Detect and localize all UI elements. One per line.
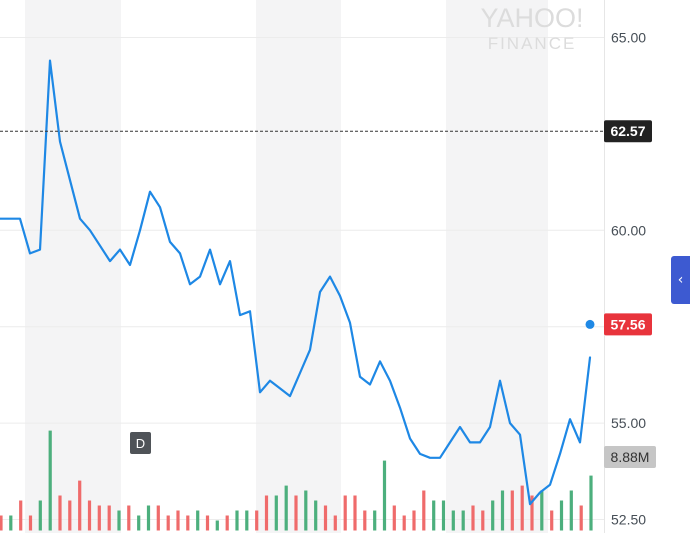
- volume-bar: [9, 515, 13, 531]
- collapse-panel-button[interactable]: ‹: [671, 256, 690, 304]
- volume-bar: [38, 500, 42, 531]
- volume-bar: [284, 485, 288, 531]
- y-tick-label: 60.00: [611, 222, 646, 238]
- shaded-band: [256, 0, 341, 533]
- shaded-band: [25, 0, 121, 533]
- y-tick-label: 55.00: [611, 415, 646, 431]
- volume-bar: [382, 460, 387, 531]
- volume-bar: [589, 475, 593, 531]
- volume-bar: [481, 510, 485, 531]
- volume-bar: [402, 515, 406, 531]
- volume-bar: [422, 490, 426, 531]
- volume-bar: [353, 495, 357, 531]
- volume-bar: [373, 510, 377, 531]
- volume-bar: [363, 510, 367, 531]
- volume-bar: [255, 510, 259, 531]
- volume-bar: [461, 510, 465, 531]
- volume-bar: [97, 505, 101, 531]
- volume-bar: [245, 510, 249, 531]
- volume-bar: [117, 510, 121, 531]
- volume-bar: [540, 490, 544, 531]
- volume-bar: [146, 505, 151, 531]
- volume-bar: [127, 505, 131, 531]
- volume-bar: [530, 495, 534, 531]
- volume-bar: [392, 505, 396, 531]
- volume-bar: [205, 515, 210, 531]
- volume-bar: [471, 505, 475, 531]
- volume-bar: [215, 520, 219, 531]
- volume-bar: [186, 515, 190, 531]
- volume-bar: [274, 495, 278, 531]
- volume-bar: [559, 500, 564, 531]
- volume-bar: [87, 500, 92, 531]
- logo-main-text: YAHOO!: [480, 3, 583, 33]
- volume-bar: [294, 495, 298, 531]
- volume-bar: [432, 500, 436, 531]
- volume-bar: [510, 490, 514, 531]
- volume-bar: [520, 485, 524, 531]
- volume-bars: [0, 430, 593, 531]
- y-tick-label: 52.50: [611, 512, 646, 528]
- volume-bar: [579, 505, 583, 531]
- volume-bar: [107, 505, 111, 531]
- last-price-tag-label: 57.56: [610, 316, 645, 332]
- volume-bar: [304, 490, 308, 531]
- interval-badge-label[interactable]: D: [136, 436, 145, 451]
- volume-bar: [28, 515, 33, 531]
- volume-bar: [500, 490, 505, 531]
- last-price-tag-bg: [604, 313, 652, 336]
- volume-bar: [314, 500, 318, 531]
- volume-bar: [569, 490, 573, 531]
- volume-bar: [196, 510, 200, 531]
- price-line: [0, 59, 592, 506]
- reference-price-tag-label: 62.57: [610, 123, 645, 139]
- shaded-band: [446, 0, 548, 533]
- volume-bar: [264, 495, 269, 531]
- volume-bar: [78, 480, 82, 531]
- last-price-dot: [585, 319, 595, 329]
- volume-bar: [0, 515, 3, 531]
- volume-bar: [550, 510, 554, 531]
- volume-bar: [68, 500, 72, 531]
- volume-bar: [235, 510, 239, 531]
- interval-badge-bg[interactable]: [130, 432, 151, 454]
- y-tick-label: 65.00: [611, 30, 646, 46]
- volume-bar: [323, 505, 328, 531]
- y-axis: 65.00 60.00 55.00 52.50: [611, 30, 646, 528]
- shaded-bands: [25, 0, 548, 533]
- volume-bar: [225, 515, 229, 531]
- reference-price-tag-bg: [604, 120, 652, 143]
- volume-bar: [156, 505, 160, 531]
- volume-bar: [19, 500, 23, 531]
- volume-bar: [176, 510, 180, 531]
- volume-bar: [58, 495, 62, 531]
- chevron-left-icon[interactable]: ‹: [677, 272, 684, 288]
- volume-bar: [343, 495, 347, 531]
- volume-tag-label: 8.88M: [611, 449, 650, 465]
- logo-sub-text: FINANCE: [488, 34, 577, 53]
- volume-bar: [451, 510, 455, 531]
- volume-bar: [48, 430, 52, 531]
- price-series: [0, 59, 595, 506]
- volume-bar: [441, 500, 446, 531]
- volume-bar: [412, 510, 416, 531]
- volume-bar: [137, 515, 141, 531]
- volume-bar: [166, 515, 170, 531]
- volume-bar: [333, 515, 337, 531]
- interval-badge[interactable]: D: [130, 432, 151, 454]
- price-tags: 62.57 57.56 8.88M: [604, 120, 656, 468]
- volume-tag-bg: [604, 446, 656, 468]
- yahoo-finance-logo: YAHOO! FINANCE: [480, 3, 583, 53]
- volume-bar: [491, 500, 495, 531]
